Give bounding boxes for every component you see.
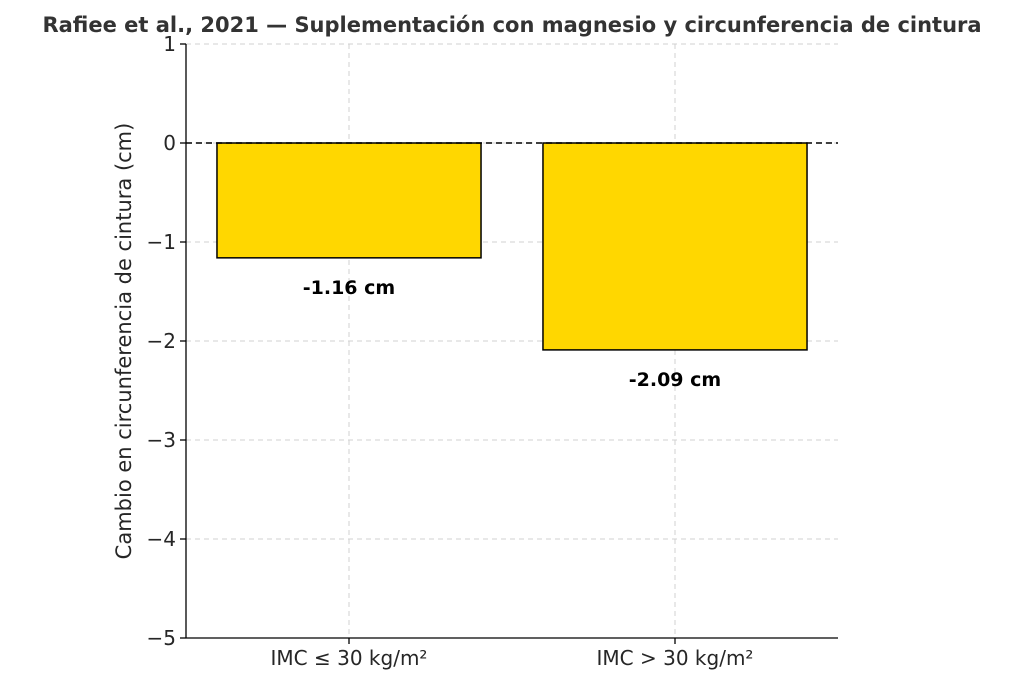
y-axis-label: Cambio en circunferencia de cintura (cm) [112, 123, 136, 560]
x-tick-label: IMC > 30 kg/m² [597, 646, 754, 670]
x-tick-label: IMC ≤ 30 kg/m² [271, 646, 428, 670]
y-tick-label: −1 [147, 230, 176, 254]
y-ticks: 1 0 −1 −2 −3 −4 −5 [147, 32, 186, 650]
y-tick-label: 0 [163, 131, 176, 155]
y-tick-label: 1 [163, 32, 176, 56]
y-tick-label: −3 [147, 428, 176, 452]
chart-title: Rafiee et al., 2021 — Suplementación con… [42, 13, 981, 37]
x-ticks: IMC ≤ 30 kg/m² IMC > 30 kg/m² [271, 638, 754, 670]
y-tick-label: −5 [147, 626, 176, 650]
bars [216, 142, 808, 351]
bar [542, 142, 808, 351]
bar [216, 142, 482, 259]
y-tick-label: −4 [147, 527, 176, 551]
bar-value-label: -1.16 cm [303, 277, 395, 299]
y-tick-label: −2 [147, 329, 176, 353]
data-labels: -1.16 cm -2.09 cm [303, 277, 721, 391]
bar-value-label: -2.09 cm [629, 369, 721, 391]
